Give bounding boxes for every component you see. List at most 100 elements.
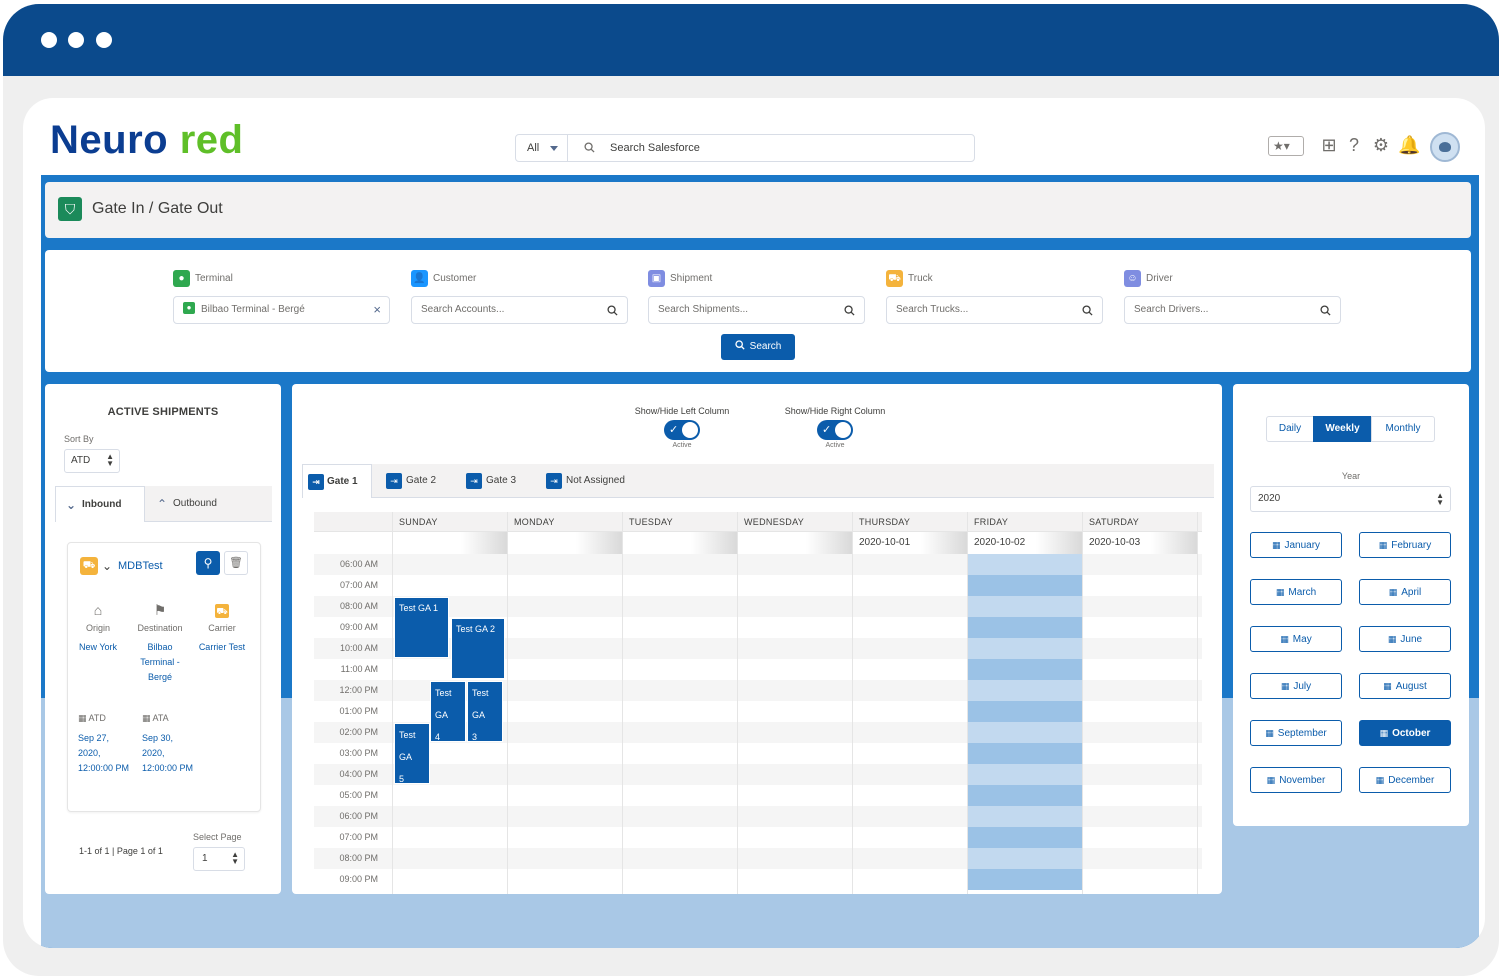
time-label: 08:00 AM [339, 601, 378, 611]
favorites-star-icon[interactable]: ★▾ [1268, 136, 1304, 156]
month-button-january[interactable]: ▦ January [1250, 532, 1342, 558]
time-label: 09:00 PM [339, 874, 378, 884]
ata-header: ▦ ATA [142, 711, 198, 725]
month-button-august[interactable]: ▦ August [1359, 673, 1451, 699]
today-cell[interactable] [967, 596, 1082, 617]
gate-icon: ⇥ [466, 473, 482, 489]
time-row[interactable]: 07:00 AM [314, 575, 1202, 596]
today-cell[interactable] [967, 743, 1082, 764]
logo-text-primary: Neuro [50, 118, 169, 162]
today-cell[interactable] [967, 827, 1082, 848]
month-label: April [1401, 587, 1422, 598]
filter-label-text: Shipment [670, 273, 713, 284]
shipment-name-link[interactable]: ⛟ ⌄ MDBTest [80, 557, 163, 575]
month-button-october[interactable]: ▦ October [1359, 720, 1451, 746]
weekly-button[interactable]: Weekly [1313, 416, 1372, 442]
window-dot [96, 32, 112, 48]
gear-icon[interactable]: ⚙ [1372, 135, 1390, 155]
tab-gate-2[interactable]: ⇥ Gate 2 [382, 464, 452, 498]
close-icon[interactable]: × [373, 302, 381, 317]
add-plus-icon[interactable]: ⊞ [1321, 135, 1337, 155]
today-cell[interactable] [967, 680, 1082, 701]
calendar-event[interactable]: Test GA 1 [394, 597, 449, 658]
month-button-september[interactable]: ▦ September [1250, 720, 1342, 746]
page-select[interactable]: 1 ▲ ▼ [193, 847, 245, 871]
today-cell[interactable] [967, 848, 1082, 869]
global-search: All Search Salesforce [515, 134, 975, 162]
search-button[interactable]: Search [721, 334, 795, 360]
gate-icon: ⇥ [386, 473, 402, 489]
terminal-field[interactable]: ● Bilbao Terminal - Bergé × [173, 296, 390, 324]
tab-gate-3[interactable]: ⇥ Gate 3 [462, 464, 532, 498]
search-icon [584, 142, 595, 153]
today-cell[interactable] [967, 785, 1082, 806]
sort-select[interactable]: ATD ▲ ▼ [64, 449, 120, 473]
tab-inbound[interactable]: ⌄ Inbound [55, 486, 145, 522]
month-button-december[interactable]: ▦ December [1359, 767, 1451, 793]
time-row[interactable]: 01:00 PM [314, 701, 1202, 722]
today-cell[interactable] [967, 701, 1082, 722]
monthly-button[interactable]: Monthly [1371, 416, 1435, 442]
tab-gate-1[interactable]: ⇥ Gate 1 [302, 464, 372, 498]
toggle-switch[interactable] [817, 420, 853, 440]
app-logo[interactable]: Neuro red [50, 118, 243, 162]
driver-icon: ☺ [1124, 270, 1141, 287]
time-label: 06:00 AM [339, 559, 378, 569]
today-cell[interactable] [967, 869, 1082, 890]
double-chevron-down-icon: ⌄ [66, 498, 77, 512]
grid-line [1082, 512, 1083, 894]
time-label: 09:00 AM [339, 622, 378, 632]
tab-outbound[interactable]: ⌃ Outbound [147, 486, 257, 522]
search-scope-dropdown[interactable]: All [516, 135, 568, 161]
time-row[interactable]: 09:00 PM [314, 869, 1202, 890]
customer-search-input[interactable]: Search Accounts... [411, 296, 628, 324]
month-button-may[interactable]: ▦ May [1250, 626, 1342, 652]
time-row[interactable]: 03:00 PM [314, 743, 1202, 764]
calendar-event[interactable]: Test GA 2 [451, 618, 505, 679]
direction-tabs: ⌄ Inbound ⌃ Outbound [55, 486, 272, 522]
today-cell[interactable] [967, 764, 1082, 785]
today-cell[interactable] [967, 659, 1082, 680]
calendar-event[interactable]: Test GA 5 [394, 723, 430, 784]
window-title-bar [3, 4, 1499, 76]
time-row[interactable]: 05:00 PM [314, 785, 1202, 806]
calendar-icon: ▦ [1265, 728, 1274, 738]
calendar-event[interactable]: Test GA 4 [430, 681, 466, 742]
month-button-november[interactable]: ▦ November [1250, 767, 1342, 793]
driver-search-input[interactable]: Search Drivers... [1124, 296, 1341, 324]
help-icon[interactable]: ? [1348, 135, 1359, 155]
time-row[interactable]: 07:00 PM [314, 827, 1202, 848]
select-arrows-icon: ▲ ▼ [106, 452, 114, 468]
truck-search-input[interactable]: Search Trucks... [886, 296, 1103, 324]
time-row[interactable]: 09:00 AM [314, 617, 1202, 638]
calendar-event[interactable]: Test GA 3 [467, 681, 503, 742]
today-cell[interactable] [967, 806, 1082, 827]
shipment-search-input[interactable]: Search Shipments... [648, 296, 865, 324]
today-cell[interactable] [967, 554, 1082, 575]
month-button-february[interactable]: ▦ February [1359, 532, 1451, 558]
month-button-april[interactable]: ▦ April [1359, 579, 1451, 605]
today-cell[interactable] [967, 617, 1082, 638]
day-header: FRIDAY [974, 517, 1009, 527]
day-date [737, 532, 852, 554]
today-cell[interactable] [967, 722, 1082, 743]
time-label: 11:00 AM [340, 664, 378, 674]
search-input[interactable]: Search Salesforce [610, 142, 700, 154]
month-button-july[interactable]: ▦ July [1250, 673, 1342, 699]
map-pin-button[interactable]: ⚲ [196, 551, 220, 575]
today-cell[interactable] [967, 575, 1082, 596]
month-button-march[interactable]: ▦ March [1250, 579, 1342, 605]
month-button-june[interactable]: ▦ June [1359, 626, 1451, 652]
daily-button[interactable]: Daily [1266, 416, 1314, 442]
month-label: October [1392, 728, 1431, 739]
ata-column: ▦ ATA Sep 30, 2020, 12:00:00 PM [142, 711, 198, 776]
time-row[interactable]: 11:00 AM [314, 659, 1202, 680]
calendar-panel: Show/Hide Left Column Active Show/Hide R… [292, 384, 1222, 894]
avatar[interactable] [1430, 132, 1460, 162]
bell-icon[interactable]: 🔔 [1398, 135, 1421, 155]
toggle-switch[interactable] [664, 420, 700, 440]
today-cell[interactable] [967, 638, 1082, 659]
year-select[interactable]: 2020 ▲ ▼ [1250, 486, 1451, 512]
delete-button[interactable]: 🗑 [224, 551, 248, 575]
tab-not-assigned[interactable]: ⇥ Not Assigned [542, 464, 642, 498]
